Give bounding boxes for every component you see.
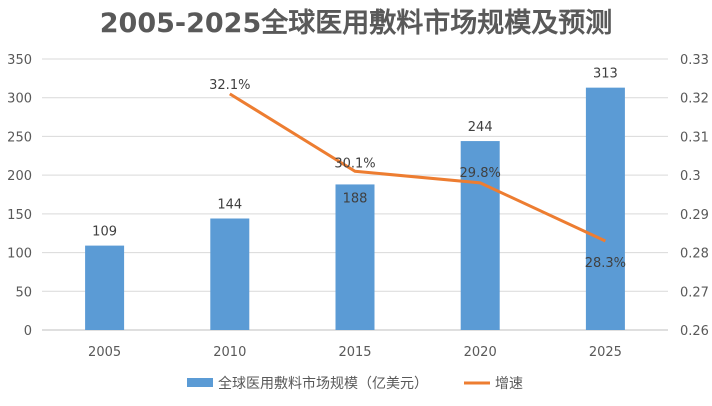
legend-label-line: 增速 — [495, 376, 523, 392]
right-tick-label: 0.31 — [680, 130, 709, 145]
bar — [85, 245, 125, 330]
line-data-label: 28.3% — [585, 256, 626, 271]
legend: 全球医用敷料市场规模（亿美元） 增速 — [187, 375, 523, 392]
left-tick-label: 250 — [7, 130, 32, 145]
chart-title: 2005-2025全球医用敷料市场规模及预测 — [100, 7, 613, 39]
left-tick-label: 350 — [7, 53, 32, 68]
bar-series: 109 144 188 244 313 — [85, 67, 625, 330]
x-tick-label: 2005 — [88, 345, 121, 360]
x-tick-label: 2015 — [338, 345, 371, 360]
bar-data-label: 313 — [593, 67, 618, 82]
right-tick-label: 0.3 — [680, 169, 701, 184]
bar-data-label: 144 — [217, 198, 242, 213]
line-data-label: 32.1% — [209, 78, 250, 93]
axes: 0 50 100 150 200 250 300 350 0.26 0.27 0.28 0.29 0.3… — [7, 53, 709, 360]
right-tick-label: 0.26 — [680, 324, 709, 339]
bar — [210, 218, 250, 330]
legend-label-bar: 全球医用敷料市场规模（亿美元） — [218, 375, 428, 392]
left-tick-label: 100 — [7, 247, 32, 262]
bar — [335, 184, 375, 330]
line-series: 32.1% 30.1% 29.8% 28.3% — [209, 78, 626, 271]
bar — [585, 87, 625, 330]
right-tick-label: 0.29 — [680, 208, 709, 223]
x-tick-label: 2010 — [213, 345, 246, 360]
x-tick-label: 2025 — [589, 345, 622, 360]
left-tick-label: 200 — [7, 169, 32, 184]
right-tick-label: 0.33 — [680, 53, 709, 68]
right-tick-label: 0.32 — [680, 92, 709, 107]
x-tick-label: 2020 — [464, 345, 497, 360]
legend-swatch-bar — [187, 378, 213, 387]
bar-data-label: 188 — [343, 191, 368, 206]
right-tick-label: 0.28 — [680, 247, 709, 262]
left-tick-label: 150 — [7, 208, 32, 223]
bar-data-label: 109 — [92, 225, 117, 240]
line-data-label: 29.8% — [460, 166, 501, 181]
growth-line — [229, 92, 607, 243]
bar-data-label: 244 — [468, 120, 493, 135]
left-tick-label: 0 — [24, 324, 32, 339]
left-tick-label: 300 — [7, 92, 32, 107]
line-data-label: 30.1% — [334, 156, 375, 171]
bar — [460, 141, 500, 330]
left-tick-label: 50 — [15, 285, 32, 300]
right-tick-label: 0.27 — [680, 285, 709, 300]
